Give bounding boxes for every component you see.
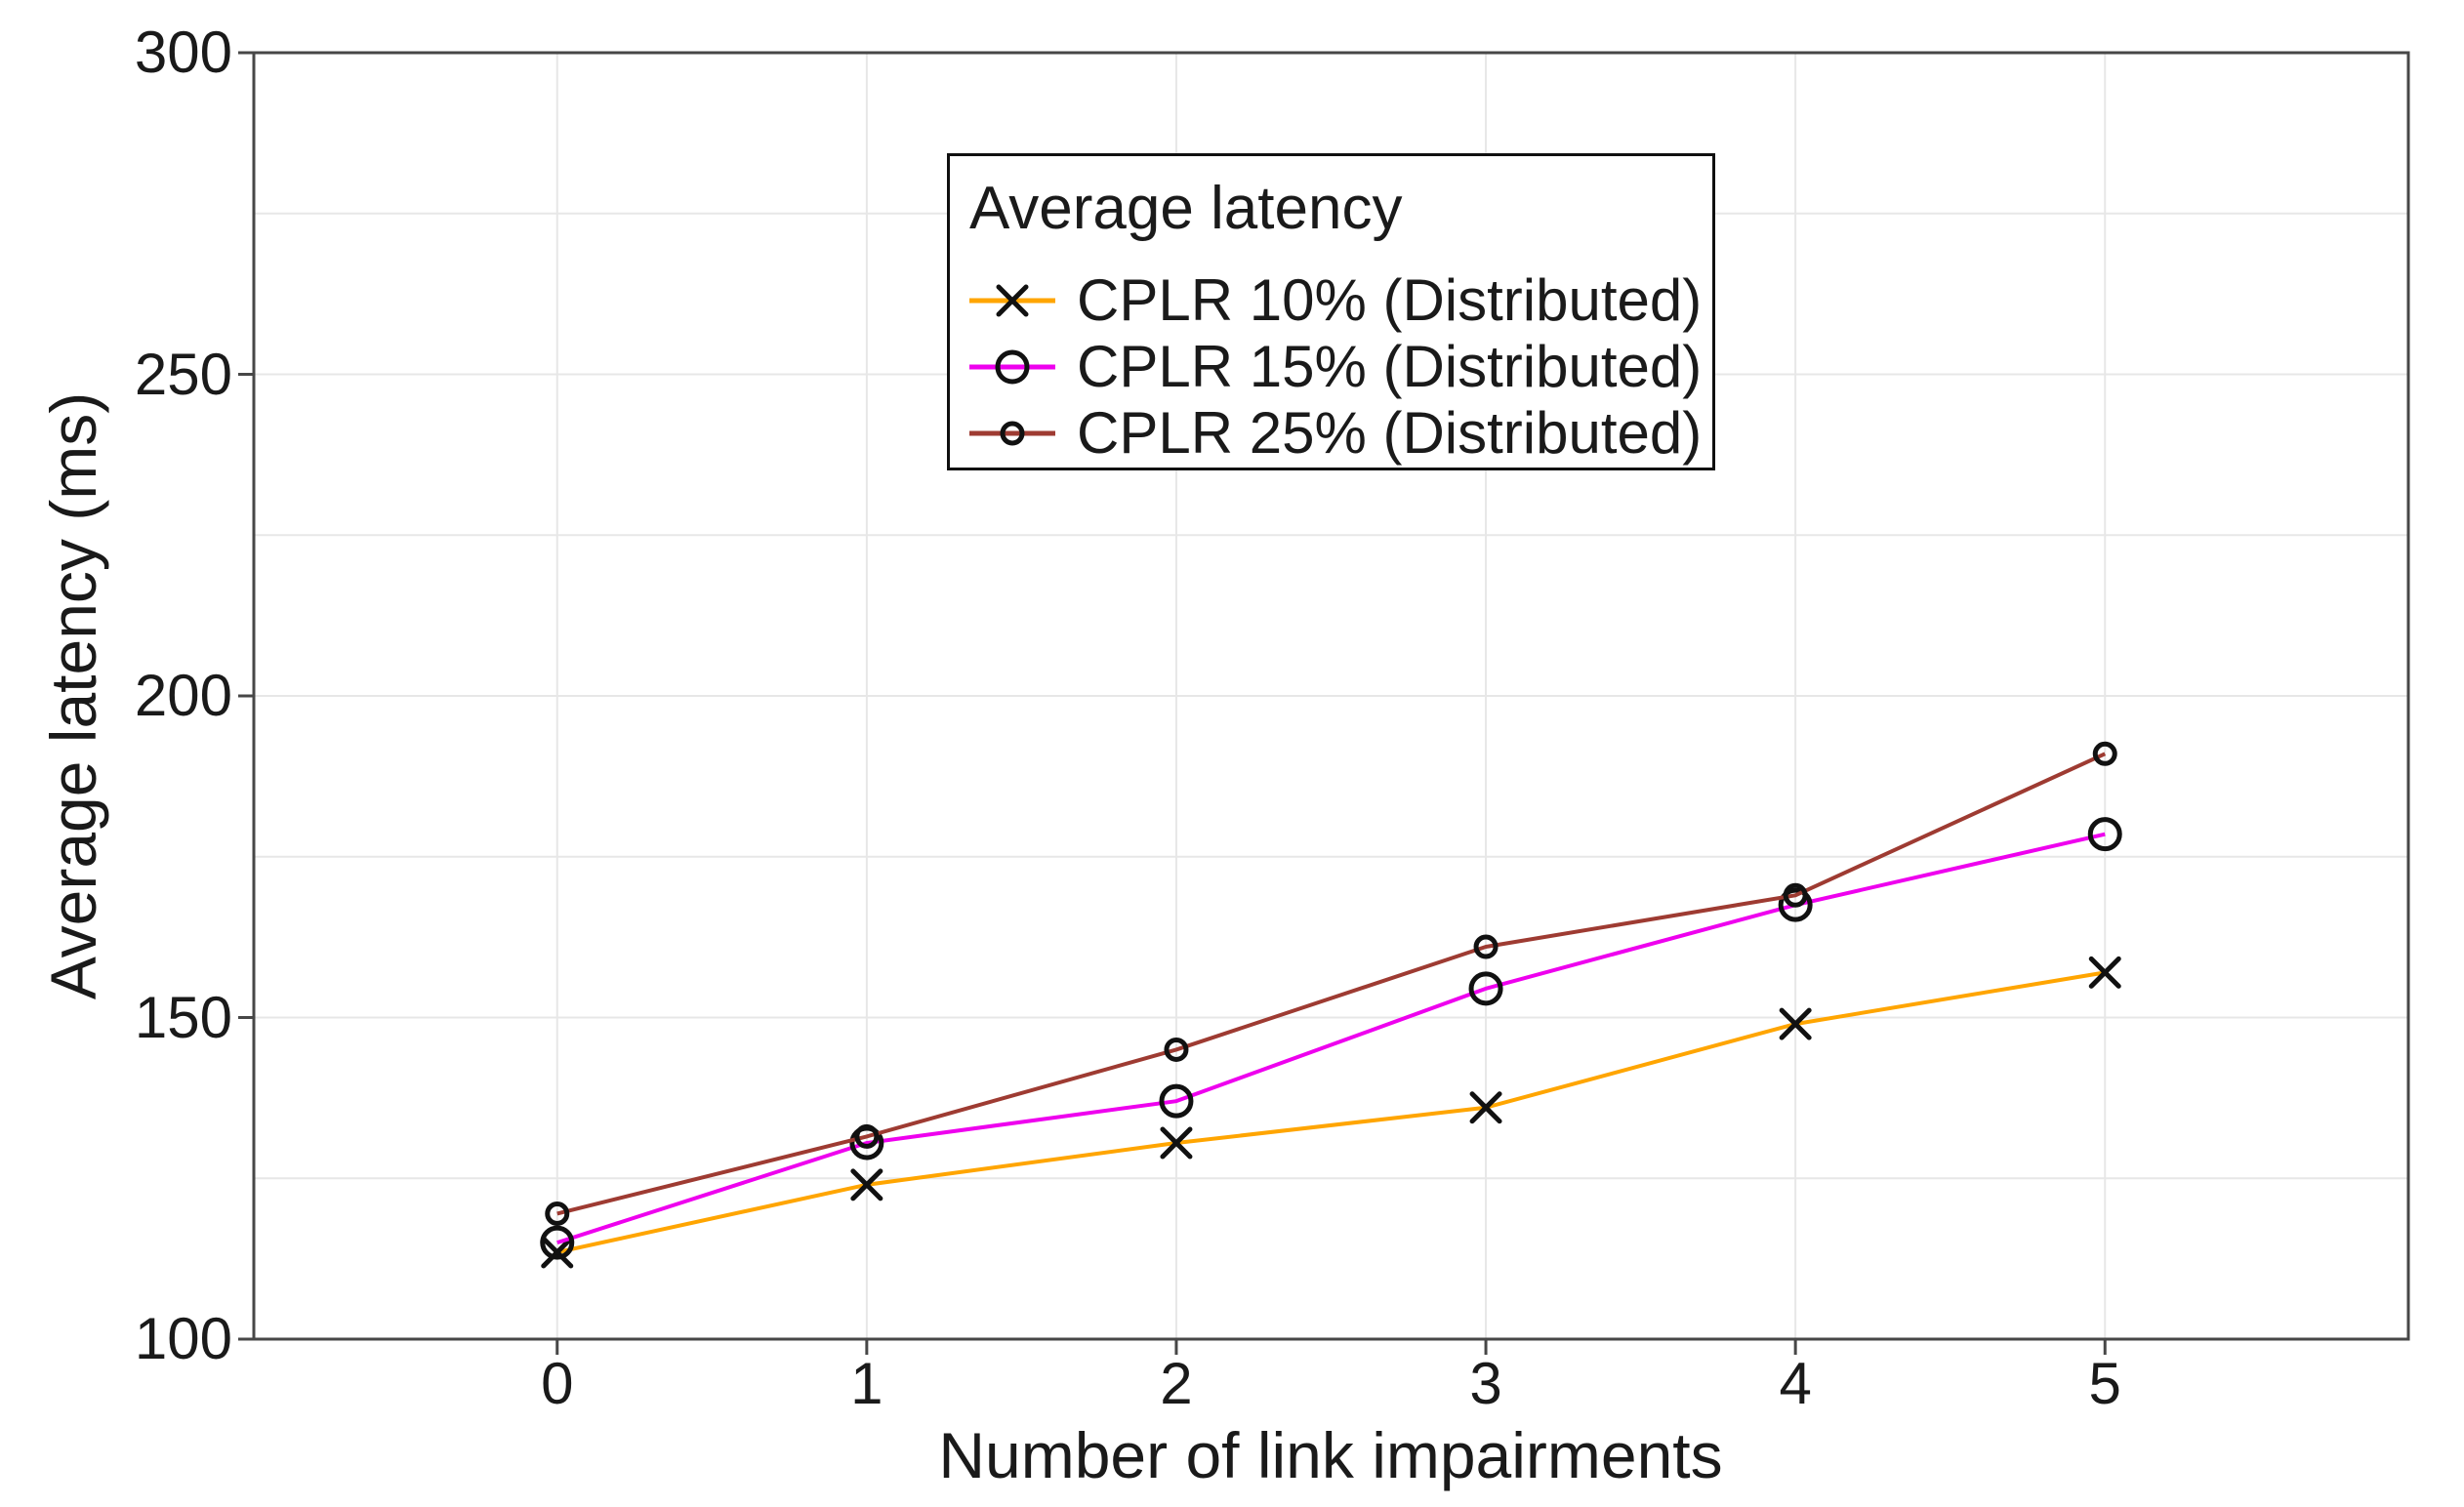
x-axis-title: Number of link impairments [938,1419,1723,1491]
marker-x [1779,1007,1812,1040]
legend-label: CPLR 15% (Distributed) [1077,334,1703,399]
legend-item-cplr-10: CPLR 10% (Distributed) [965,269,1703,332]
x-tick-label: 2 [1160,1351,1193,1416]
legend-sample-large-circle-marker-icon [969,349,1055,385]
marker-circle-large [1468,971,1503,1006]
marker-circle-small [545,1201,570,1226]
marker-circle-small [1783,882,1808,908]
marker-x [996,284,1029,317]
marker-x [2088,956,2121,989]
legend-label: CPLR 25% (Distributed) [1077,400,1703,466]
legend-title: Average latency [969,175,1403,242]
marker-circle-large [540,1225,575,1260]
legend-sample-x-marker-icon [969,284,1055,317]
marker-circle-small [1473,934,1499,959]
x-tick-label: 3 [1469,1351,1502,1416]
marker-circle-large [1159,1083,1194,1119]
marker-circle-small [1164,1037,1189,1062]
marker-x [850,1168,883,1202]
marker-circle-large [2087,817,2122,852]
legend-sample-small-circle-marker-icon [969,421,1055,446]
marker-x [541,1236,574,1269]
x-tick-label: 5 [2088,1351,2121,1416]
x-tick-label: 1 [850,1351,883,1416]
marker-circle-large [1778,887,1813,922]
y-tick-label: 200 [134,663,232,728]
series-line-0 [556,970,2106,1254]
series-line-2 [556,752,2107,1216]
x-tick-label: 0 [541,1351,574,1416]
series-line-1 [556,832,2106,1245]
y-axis-title: Average latency (ms) [37,391,109,1000]
y-tick-label: 300 [134,20,232,85]
y-tick-label: 250 [134,341,232,407]
marker-circle-small [1000,421,1025,446]
y-tick-label: 150 [134,984,232,1050]
legend-label: CPLR 10% (Distributed) [1077,267,1703,333]
marker-circle-small [2092,741,2117,766]
marker-circle-large [995,349,1030,385]
marker-x [1160,1126,1193,1160]
legend-item-cplr-25: CPLR 25% (Distributed) [965,402,1703,465]
legend: Average latency CPLR 10% (Distributed) C… [947,153,1715,470]
marker-x [1469,1091,1502,1124]
y-tick-label: 100 [134,1306,232,1371]
legend-item-cplr-15: CPLR 15% (Distributed) [965,336,1703,398]
marker-circle-small [854,1123,880,1149]
x-tick-label: 4 [1779,1351,1812,1416]
